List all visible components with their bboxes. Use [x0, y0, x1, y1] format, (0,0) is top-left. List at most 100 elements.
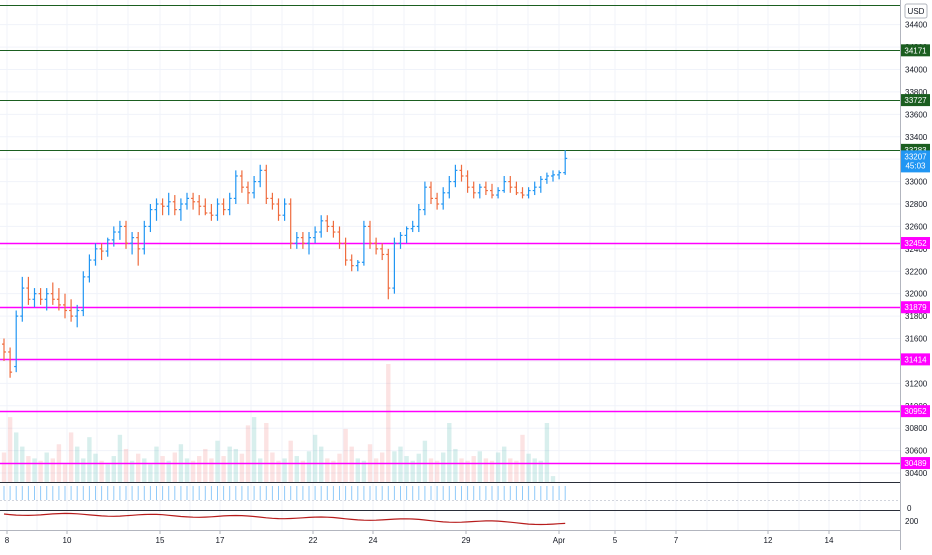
price-axis[interactable]: 3040030600308003100031200314003160031800…	[900, 0, 932, 550]
time-tick-label: Apr	[553, 536, 566, 545]
last-price-value: 33207	[904, 152, 927, 161]
volume-bar	[489, 460, 495, 482]
volume-bar	[245, 425, 251, 482]
level-price-label: 31879	[904, 303, 927, 312]
level-price-label: 33727	[904, 96, 927, 105]
volume-bar	[319, 446, 324, 482]
volume-bar	[81, 458, 86, 482]
volume-bar	[32, 458, 37, 482]
currency-label[interactable]: USD	[908, 7, 925, 16]
volume-bar	[471, 456, 476, 482]
oscillator-axis-label: 200	[905, 517, 919, 526]
volume-bar	[380, 452, 385, 482]
level-price-label: 30489	[904, 459, 927, 468]
price-tick-label: 30400	[905, 469, 928, 478]
volume-bar	[465, 460, 470, 482]
volume-bar	[148, 464, 153, 482]
volume-bar	[349, 446, 354, 482]
volume-bar	[99, 460, 104, 482]
volume-bar	[93, 453, 98, 482]
volume-bar	[520, 434, 525, 482]
volume-bar	[68, 432, 74, 482]
volume-bar	[26, 456, 31, 482]
price-tick-label: 30800	[905, 424, 928, 433]
price-tick-label: 31800	[905, 312, 928, 321]
volume-bar	[190, 460, 196, 482]
price-tick-label: 32400	[905, 245, 928, 254]
volume-bar	[526, 453, 531, 482]
price-tick-label: 32200	[905, 267, 928, 276]
volume-bar	[203, 448, 208, 482]
volume-bar	[270, 452, 275, 482]
level-price-badge[interactable]	[901, 405, 930, 418]
volume-bar	[398, 446, 403, 482]
level-price-badge[interactable]	[901, 353, 930, 366]
volume-bar	[386, 364, 391, 482]
volume-bar	[459, 458, 464, 482]
time-tick-label: 15	[156, 536, 165, 545]
volume-bar	[239, 453, 245, 482]
volume-bar	[227, 446, 232, 482]
oscillator-line	[3, 512, 566, 526]
price-tick-label: 34400	[905, 21, 928, 30]
level-price-label: 33283	[904, 146, 927, 155]
time-tick-label: 12	[764, 536, 773, 545]
time-tick-label: 7	[674, 536, 679, 545]
volume-bar	[142, 458, 147, 482]
volume-bar	[197, 456, 202, 482]
volume-bar	[288, 440, 293, 482]
volume-bar	[337, 453, 342, 482]
volume-bar	[343, 428, 348, 482]
volume-bar	[129, 460, 135, 482]
price-tick-label: 33600	[905, 110, 928, 119]
volume-bar	[495, 452, 501, 482]
time-tick-label: 22	[309, 536, 318, 545]
volume-bar	[508, 458, 513, 482]
price-tick-label: 34000	[905, 65, 928, 74]
volume-bar	[14, 432, 19, 482]
level-price-label: 31414	[904, 355, 927, 364]
level-price-badge[interactable]	[901, 237, 930, 250]
volume-bar	[355, 458, 360, 482]
price-tick-label: 31200	[905, 379, 928, 388]
volume-bar	[111, 456, 116, 482]
volume-bar	[75, 446, 80, 482]
volume-bar	[447, 423, 452, 482]
volume-bar	[221, 456, 226, 482]
time-tick-label: 29	[462, 536, 471, 545]
volume-bar	[50, 458, 55, 482]
level-price-badge[interactable]	[901, 301, 930, 314]
volume-bar	[215, 440, 220, 482]
level-price-badge[interactable]	[901, 94, 930, 107]
volume-bars	[1, 364, 556, 482]
volume-bar	[160, 456, 165, 482]
volume-bar	[209, 458, 214, 482]
time-tick-label: 17	[216, 536, 225, 545]
volume-bar	[483, 458, 489, 482]
time-tick-label: 24	[369, 536, 378, 545]
volume-bar	[428, 458, 434, 482]
volume-bar	[172, 452, 177, 482]
level-price-badge[interactable]	[901, 44, 930, 57]
volume-bar	[514, 460, 519, 482]
volume-bar	[123, 448, 129, 482]
level-price-label: 32452	[904, 239, 927, 248]
volume-bar	[434, 460, 440, 482]
currency-button[interactable]	[904, 3, 928, 19]
volume-bar	[87, 437, 92, 482]
horizontal-levels[interactable]	[0, 4, 900, 465]
volume-bar	[325, 458, 330, 482]
price-tick-label: 32800	[905, 200, 928, 209]
volume-bar	[477, 451, 482, 482]
volume-bar	[1, 452, 7, 482]
volume-bar	[258, 458, 263, 482]
volume-bar	[312, 434, 318, 482]
last-price-badge[interactable]	[901, 150, 930, 173]
price-tick-label: 32000	[905, 290, 928, 299]
level-price-badge[interactable]	[901, 457, 930, 470]
time-axis[interactable]: 8 10 15 17 22 24 29 Apr 5 7 12 14	[5, 530, 834, 545]
volume-bar	[361, 460, 367, 482]
volume-bar	[532, 458, 537, 482]
